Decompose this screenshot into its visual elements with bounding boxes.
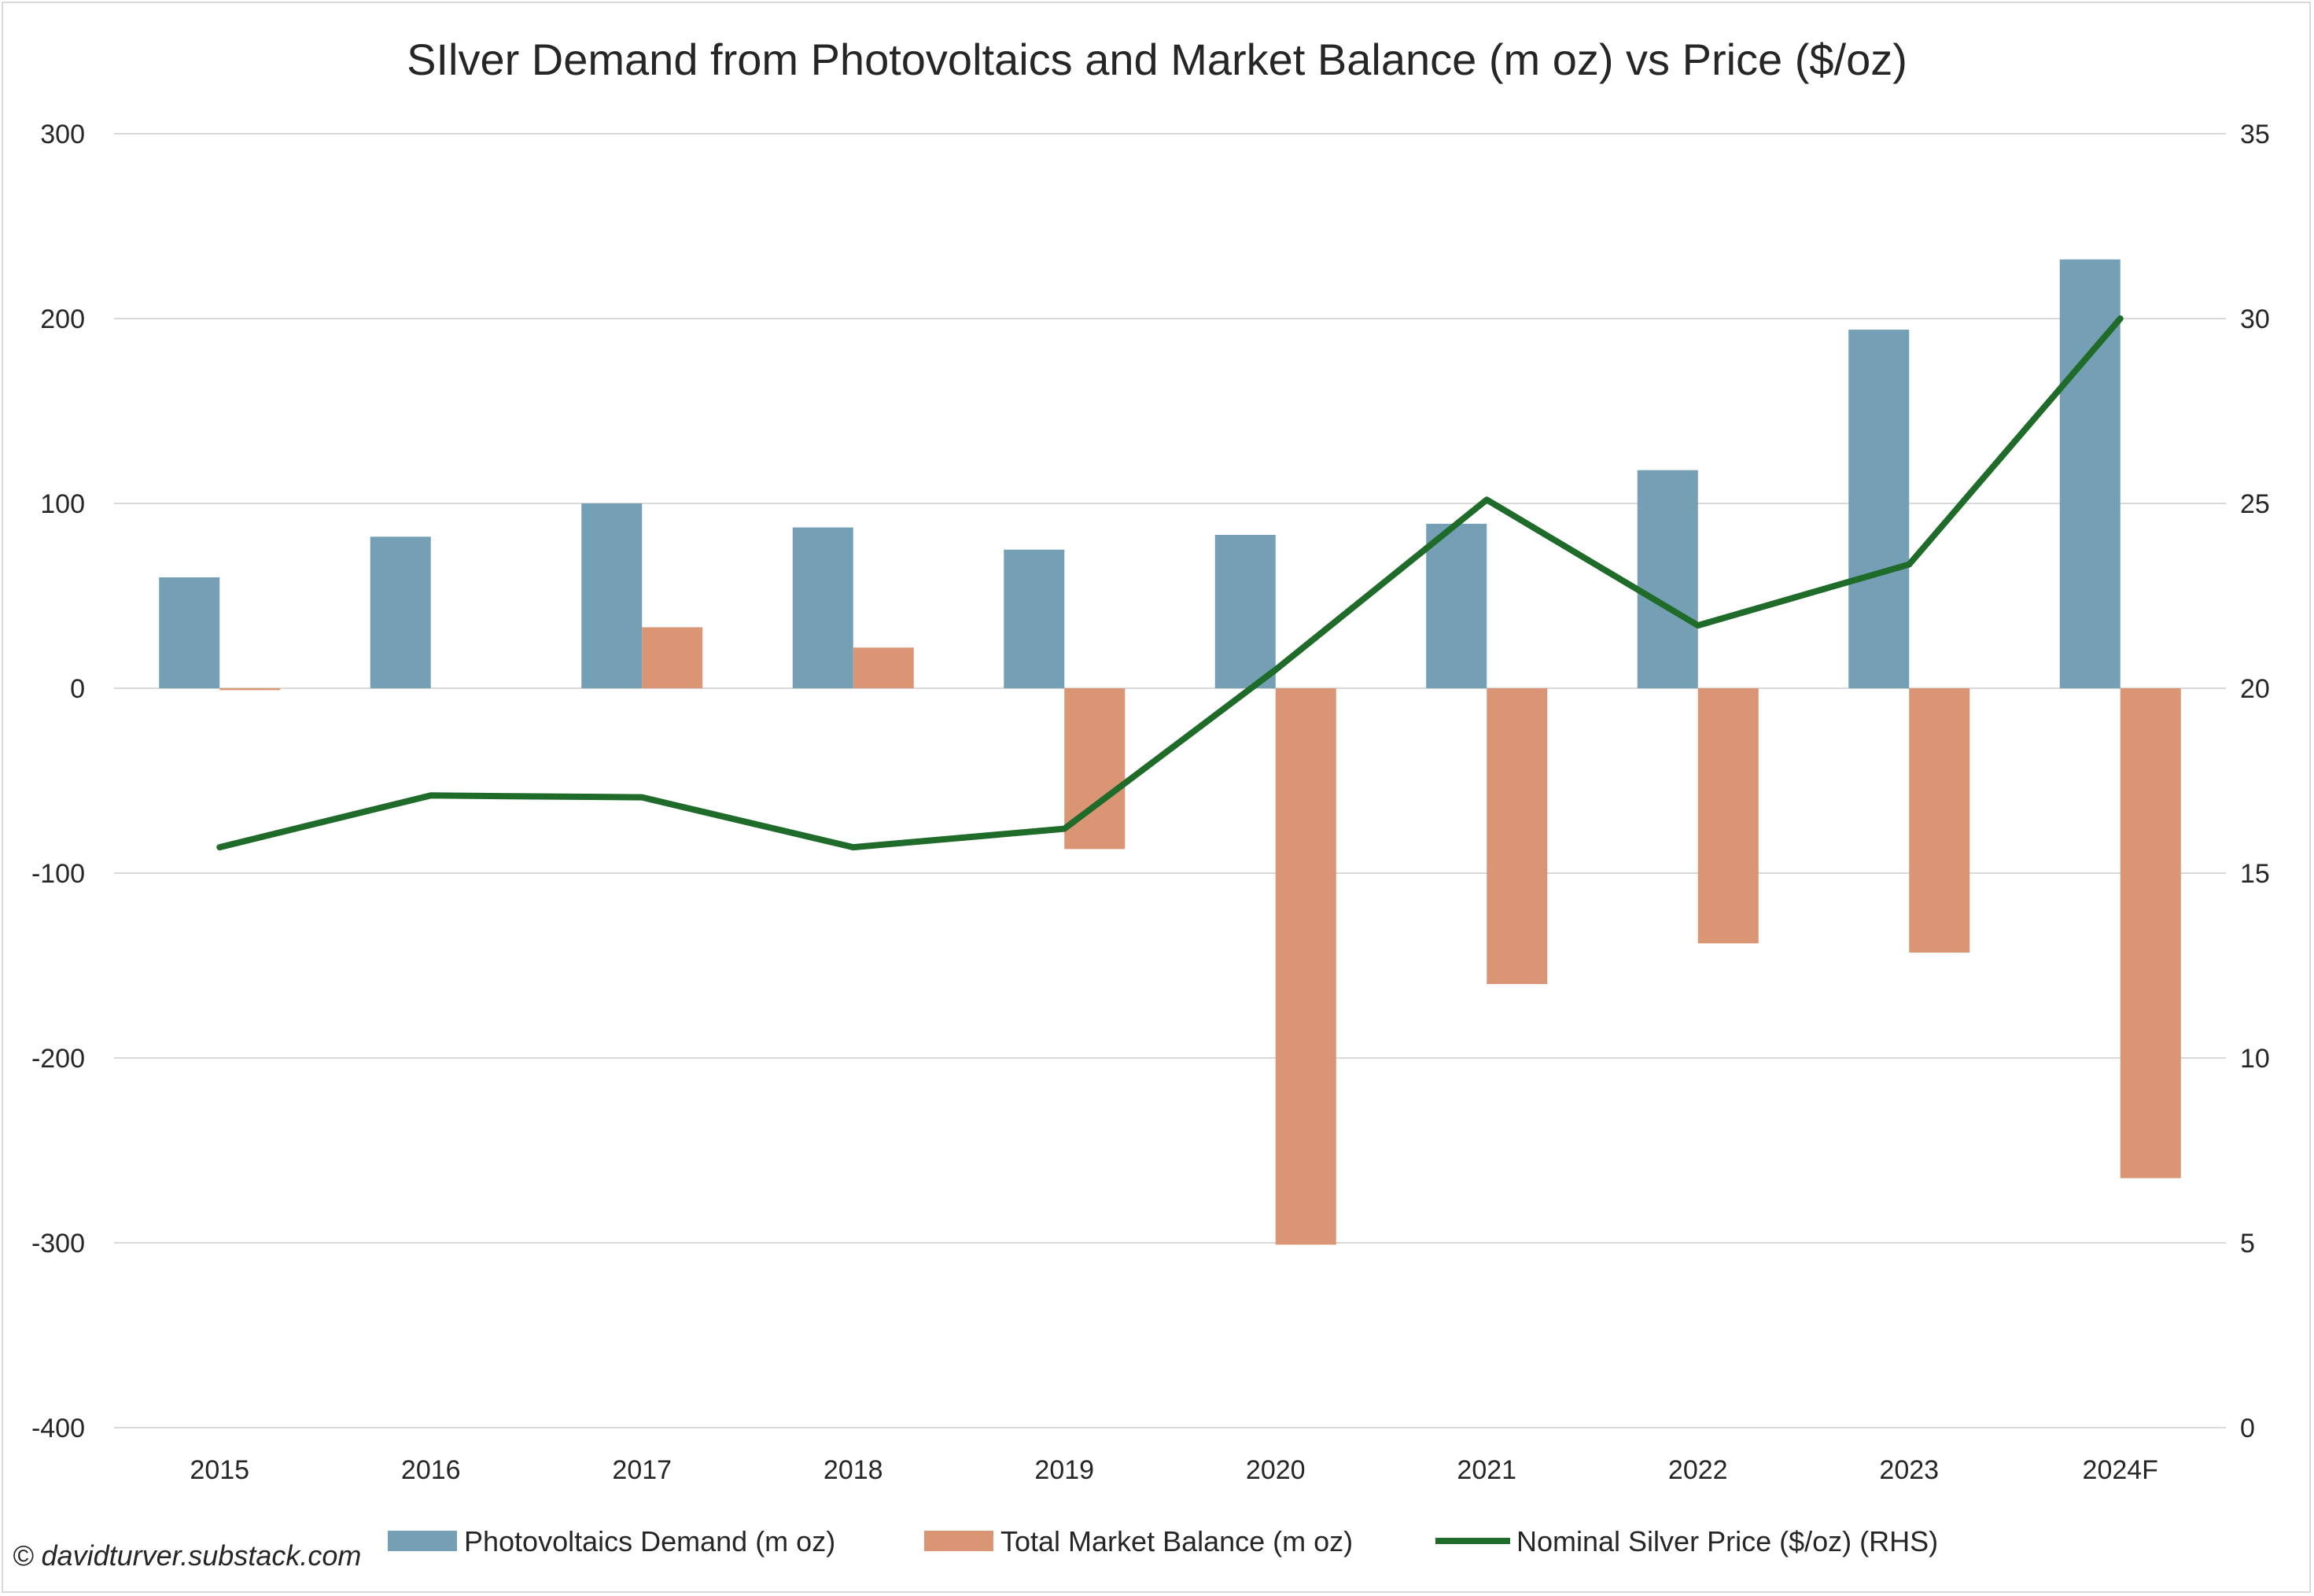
category-label: 2021: [1457, 1455, 1516, 1485]
legend-label: Total Market Balance (m oz): [1000, 1525, 1353, 1557]
price-line: [216, 315, 2124, 851]
legend-label: Nominal Silver Price ($/oz) (RHS): [1516, 1525, 1938, 1557]
bar-pv-demand: [1004, 549, 1065, 688]
left-tick-label: 0: [70, 674, 85, 704]
bar-pv-demand: [1426, 523, 1487, 688]
left-tick-label: -100: [31, 859, 85, 889]
bar-pv-demand: [1637, 470, 1698, 688]
category-label: 2023: [1879, 1455, 1939, 1485]
right-tick-label: 10: [2240, 1044, 2270, 1074]
left-tick-label: -400: [31, 1414, 85, 1443]
legend: Photovoltaics Demand (m oz) Total Market …: [388, 1525, 1938, 1557]
bar-pv-demand: [1848, 330, 1910, 688]
right-axis-ticks: 35 30 25 20 15 10 5 0: [2240, 120, 2270, 1443]
category-label: 2017: [612, 1455, 672, 1485]
gridlines: [114, 133, 2226, 1428]
bar-pv-demand: [581, 503, 643, 688]
category-label: 2019: [1034, 1455, 1094, 1485]
left-tick-label: -300: [31, 1229, 85, 1259]
right-tick-label: 15: [2240, 859, 2270, 889]
category-label: 2015: [190, 1455, 249, 1485]
bar-series: [159, 259, 2181, 1245]
category-label: 2020: [1246, 1455, 1306, 1485]
legend-swatch: [388, 1531, 457, 1551]
right-tick-label: 25: [2240, 489, 2270, 519]
category-label: 2018: [824, 1455, 883, 1485]
left-tick-label: -200: [31, 1044, 85, 1074]
legend-label: Photovoltaics Demand (m oz): [464, 1525, 835, 1557]
left-axis-ticks: 300 200 100 0 -100 -200 -300 -400: [31, 120, 85, 1443]
chart-title: SIlver Demand from Photovoltaics and Mar…: [407, 35, 1907, 84]
left-tick-label: 300: [40, 120, 85, 149]
left-tick-label: 100: [40, 489, 85, 519]
right-tick-label: 35: [2240, 120, 2270, 149]
bar-market-balance: [1909, 688, 1970, 953]
category-labels: 2015 2016 2017 2018 2019 2020 2021 2022 2023 2024…: [190, 1455, 2158, 1485]
line-series: [216, 315, 2124, 851]
bar-pv-demand: [159, 577, 220, 688]
bar-market-balance: [1697, 688, 1759, 944]
bar-pv-demand: [1214, 534, 1276, 688]
right-tick-label: 30: [2240, 304, 2270, 334]
bar-market-balance: [642, 627, 703, 688]
bar-market-balance: [219, 688, 281, 691]
bar-market-balance: [2120, 688, 2181, 1178]
bar-market-balance: [1275, 688, 1336, 1245]
category-label: 2022: [1668, 1455, 1728, 1485]
credit-text: © davidturver.substack.com: [13, 1539, 361, 1572]
left-tick-label: 200: [40, 304, 85, 334]
bar-market-balance: [853, 647, 914, 688]
bar-pv-demand: [2059, 259, 2121, 688]
bar-market-balance: [1487, 688, 1548, 984]
legend-swatch: [924, 1531, 993, 1551]
right-tick-label: 5: [2240, 1229, 2255, 1259]
bar-pv-demand: [370, 536, 431, 688]
category-label: 2016: [401, 1455, 461, 1485]
category-label: 2024F: [2083, 1455, 2158, 1485]
right-tick-label: 20: [2240, 674, 2270, 704]
bar-pv-demand: [792, 527, 853, 688]
right-tick-label: 0: [2240, 1414, 2255, 1443]
